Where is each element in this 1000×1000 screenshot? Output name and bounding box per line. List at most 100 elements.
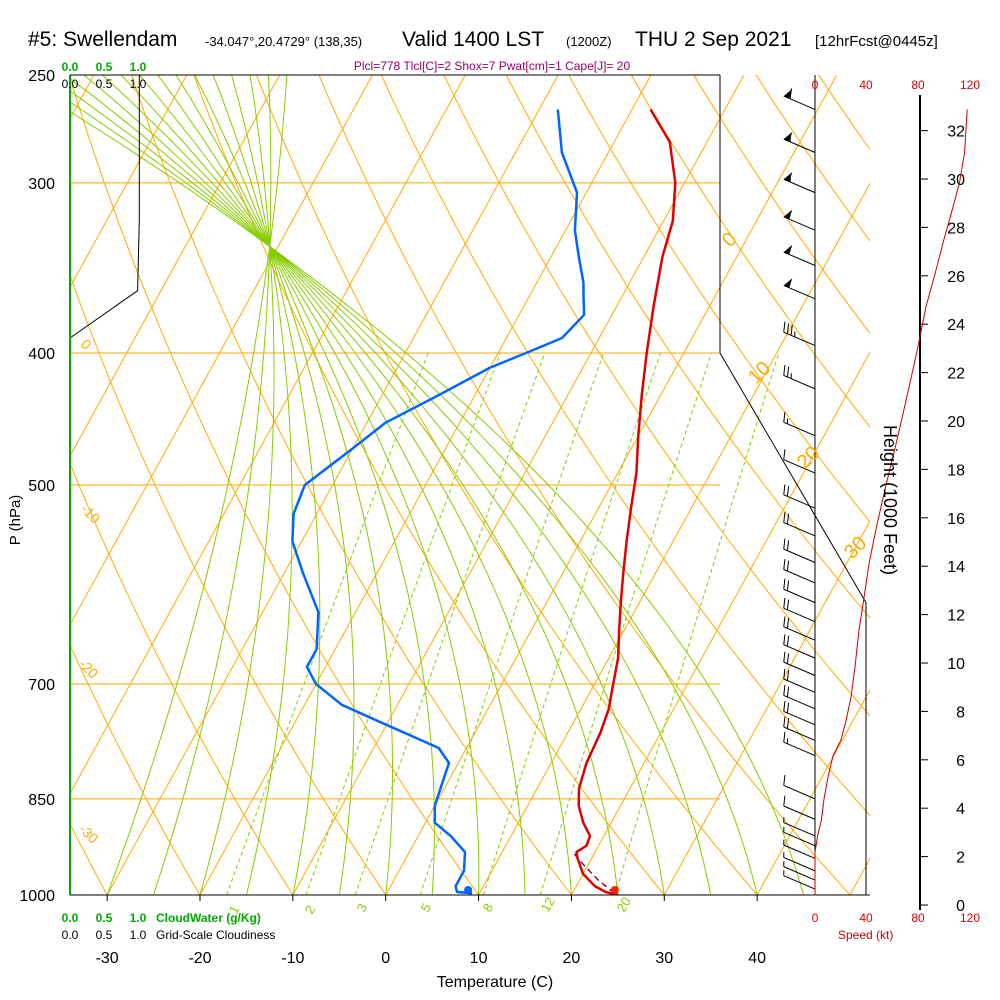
height-tick-label-26: 26 (947, 269, 965, 286)
wind-barb (783, 449, 816, 474)
height-tick-label-16: 16 (947, 511, 965, 528)
height-tick-label-22: 22 (947, 366, 965, 383)
isotherm-label: 30 (840, 532, 871, 563)
wind-barb (783, 538, 816, 563)
wind-barb (783, 651, 816, 676)
barb-staff (783, 822, 816, 837)
barb-full (783, 616, 786, 627)
isotherm-label: 0 (78, 336, 95, 353)
speed-label: Speed (kt) (838, 928, 893, 942)
speed-tick-bottom: 0 (812, 911, 819, 925)
barb-full (783, 538, 786, 550)
moist-adiabat (212, 75, 321, 895)
barb-staff (783, 785, 816, 800)
isotherm--40 (70, 75, 466, 795)
x-tick-label--30: -30 (96, 950, 119, 967)
speed-tick-bottom: 40 (859, 911, 873, 925)
barb-full (783, 578, 786, 590)
mixing-ratio-line (419, 352, 604, 895)
y-tick-label-300: 300 (28, 176, 55, 193)
dry-adiabat (70, 462, 294, 895)
barb-staff (783, 726, 816, 741)
mixing-ratio-line (539, 352, 712, 895)
barb-full (783, 484, 786, 495)
surface-temperature-dot (610, 886, 619, 894)
x-tick-label-10: 10 (470, 950, 488, 967)
dry-adiabat (693, 75, 870, 335)
barb-staff (783, 331, 816, 347)
isotherm--90 (0, 75, 1, 895)
sounding-indices: Plcl=778 Tlcl[C]=2 Shox=7 Pwat[cm]=1 Cap… (354, 59, 631, 73)
cloudiness-scale-top: 1.0 (130, 77, 147, 91)
wind-speed-line (814, 109, 968, 895)
height-tick-label-24: 24 (947, 317, 965, 334)
dry-adiabat (443, 75, 870, 717)
barb-full (783, 701, 786, 712)
barb-flag (783, 209, 793, 220)
height-tick-label-20: 20 (947, 414, 965, 431)
x-tick-label-30: 30 (655, 950, 673, 967)
x-tick-label--10: -10 (281, 950, 304, 967)
barb-full (786, 653, 790, 664)
moist-adiabat (231, 75, 293, 895)
barb-full (783, 559, 786, 570)
valid-date: THU 2 Sep 2021 (635, 28, 792, 51)
forecast-info: [12hrFcst@0445z] (815, 33, 938, 50)
height-tick-label-4: 4 (956, 801, 965, 818)
barb-full (783, 597, 786, 609)
cloudwater-scale-bottom: 1.0 (130, 911, 147, 925)
isotherm-0 (385, 75, 838, 895)
wind-barb (783, 852, 816, 872)
wind-barb (783, 244, 816, 266)
barb-full (783, 716, 786, 728)
height-tick-label-12: 12 (947, 608, 965, 625)
dry-adiabat (630, 75, 870, 428)
mixing-ratio-line (226, 352, 429, 895)
valid-time: Valid 1400 LST (402, 28, 545, 51)
dry-adiabat (131, 75, 572, 895)
cloudiness-label: Grid-Scale Cloudiness (156, 928, 275, 942)
barb-full (786, 366, 790, 378)
barb-staff (783, 522, 816, 537)
isotherm-50 (849, 857, 870, 895)
barb-full (786, 485, 790, 497)
wind-barb (783, 716, 816, 741)
barb-staff (783, 607, 816, 623)
height-tick-label-28: 28 (947, 220, 965, 237)
x-tick-label--20: -20 (188, 950, 211, 967)
valid-zulu: (1200Z) (566, 34, 612, 49)
wind-barb (783, 826, 816, 847)
barb-flag (783, 278, 793, 288)
mixing-ratio-label: 3 (354, 901, 371, 915)
barb-staff (783, 805, 816, 820)
moist-adiabat (120, 75, 526, 895)
dry-adiabat (818, 75, 870, 151)
barb-staff (783, 844, 816, 859)
mixing-ratio-label: 2 (302, 903, 319, 917)
height-tick-label-14: 14 (947, 559, 965, 576)
wind-barb (783, 321, 816, 347)
wind-barb (783, 817, 816, 837)
height-axis-label: Height (1000 Feet) (880, 425, 900, 575)
isotherm-label: 0 (718, 228, 741, 251)
wind-barb (783, 512, 816, 537)
surface-dewpoint-dot (464, 886, 473, 894)
y-tick-label-500: 500 (28, 478, 55, 495)
wind-barb (783, 209, 816, 231)
barb-full (783, 651, 786, 663)
height-tick-label-30: 30 (947, 172, 965, 189)
barb-full (786, 702, 790, 714)
dry-adiabat (568, 75, 870, 523)
speed-tick-top: 0 (812, 78, 819, 92)
dry-adiabat (70, 644, 201, 895)
x-axis-label: Temperature (C) (437, 974, 553, 991)
barb-flag (783, 131, 793, 142)
barb-full (783, 775, 786, 786)
barb-full (783, 411, 786, 423)
y-tick-label-1000: 1000 (19, 888, 55, 905)
wind-barb (783, 278, 816, 300)
barb-staff (783, 857, 816, 872)
isotherm-label: -10 (78, 501, 104, 527)
barb-full (786, 513, 790, 525)
